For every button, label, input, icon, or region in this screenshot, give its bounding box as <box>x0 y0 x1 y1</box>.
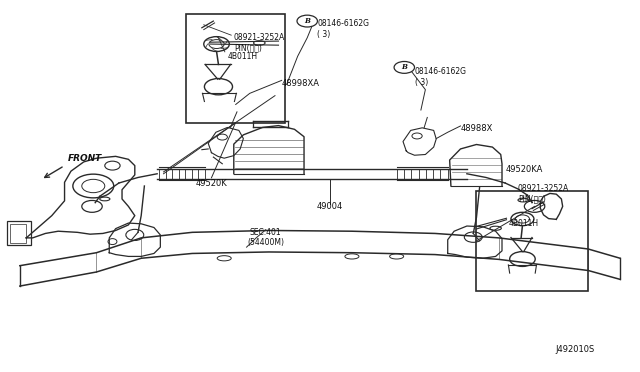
Text: 48988X: 48988X <box>461 124 493 133</box>
Text: B: B <box>401 63 407 71</box>
Bar <box>186 14 285 123</box>
Text: 49520KA: 49520KA <box>505 164 543 173</box>
Text: J492010S: J492010S <box>556 344 595 353</box>
Text: 08921-3252A
PIN(〈〉): 08921-3252A PIN(〈〉) <box>234 33 285 53</box>
Text: 49004: 49004 <box>316 202 342 211</box>
Text: 08146-6162G
( 3): 08146-6162G ( 3) <box>415 67 467 87</box>
Text: 08921-3252A
PIN(〈〉): 08921-3252A PIN(〈〉) <box>518 184 569 203</box>
Text: B: B <box>304 17 310 25</box>
Bar <box>7 221 31 245</box>
Text: 4B011H: 4B011H <box>509 219 539 228</box>
Text: FRONT: FRONT <box>68 154 102 163</box>
Bar <box>476 191 588 291</box>
Bar <box>10 224 26 243</box>
Text: 49520K: 49520K <box>196 179 227 188</box>
Circle shape <box>394 61 415 73</box>
Text: SEC.401
(54400M): SEC.401 (54400M) <box>247 228 284 247</box>
Text: 08146-6162G
( 3): 08146-6162G ( 3) <box>317 19 369 39</box>
Text: 4B011H: 4B011H <box>227 52 257 61</box>
Text: 48998XA: 48998XA <box>282 78 320 87</box>
Circle shape <box>297 15 317 27</box>
